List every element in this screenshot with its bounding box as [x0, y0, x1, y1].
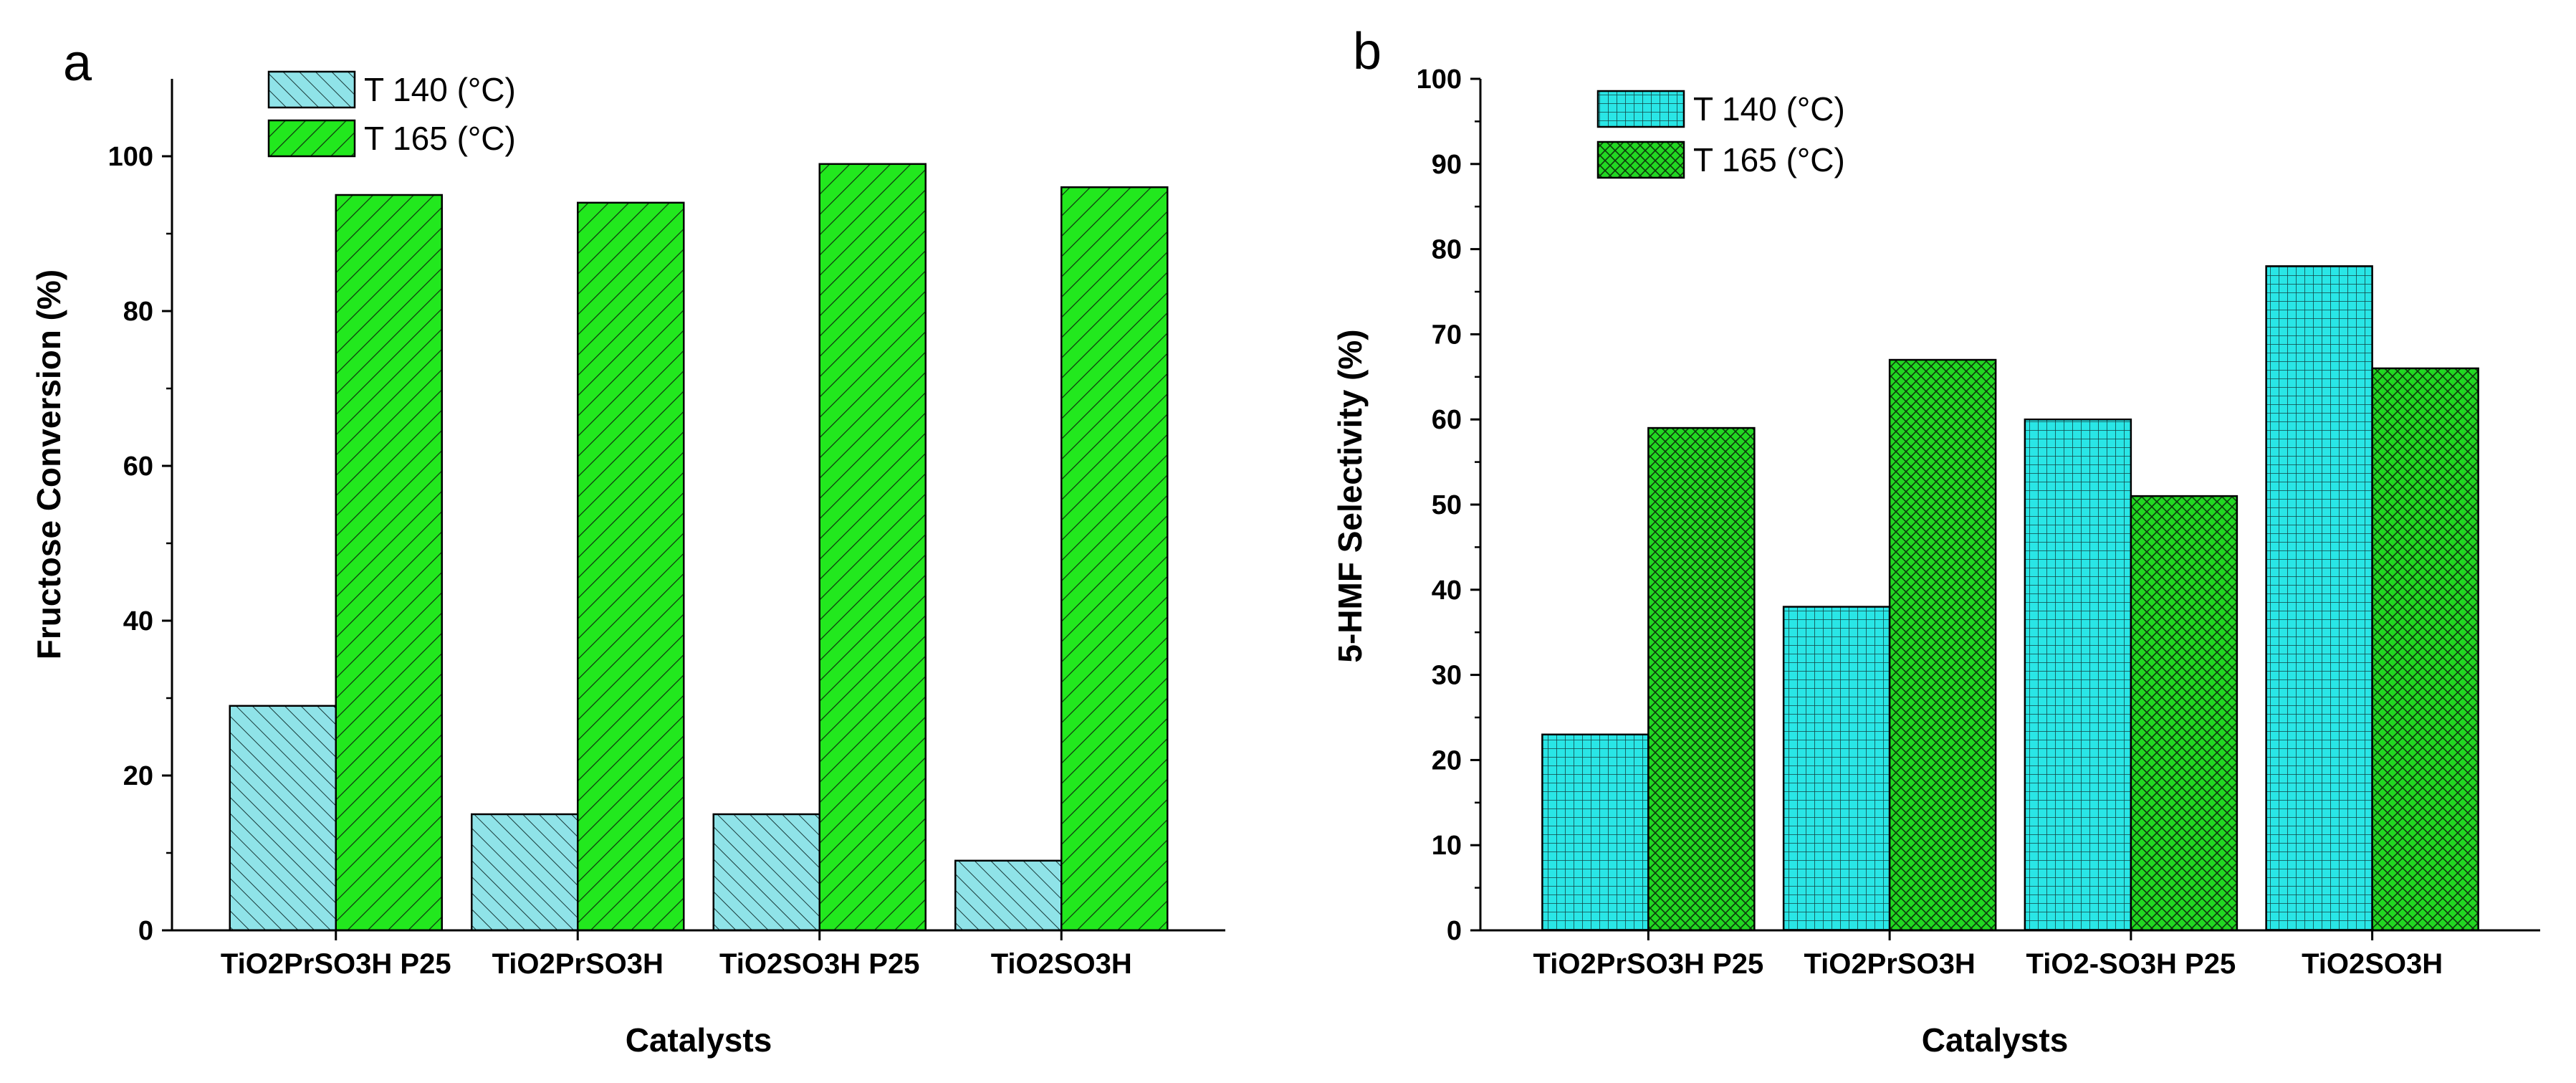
- bar-165-1: [1888, 358, 1997, 932]
- panel-b-y-axis-title: 5-HMF Selectivity (%): [1331, 329, 1369, 662]
- bar-165-0: [335, 194, 443, 932]
- y-tick-label: 10: [1432, 831, 1462, 861]
- panel-a-legend: T 140 (°C) T 165 (°C): [267, 70, 516, 158]
- bar-165-3: [2371, 367, 2479, 932]
- panel-a-y-ticks: 0 20 40 60 80 100: [108, 142, 172, 946]
- y-tick-label: 0: [138, 916, 153, 946]
- y-tick-label: 20: [123, 761, 153, 791]
- panel-b-label: b: [1353, 23, 1382, 80]
- bar-140-0: [1541, 733, 1649, 932]
- panel-a-label: a: [63, 34, 92, 92]
- legend-swatch-t140: [1596, 90, 1685, 128]
- panel-b-x-axis-title: Catalysts: [1922, 1021, 2069, 1059]
- bar-165-3: [1060, 186, 1169, 932]
- panel-b-y-ticks: 0 10 20 30 40 50 60 70 80 90 100: [1417, 65, 1480, 946]
- bar-165-0: [1647, 426, 1756, 932]
- y-tick-label: 50: [1432, 490, 1462, 520]
- y-tick-label: 90: [1432, 150, 1462, 180]
- x-category-label: TiO2PrSO3H P25: [1533, 948, 1764, 980]
- y-tick-label: 40: [123, 606, 153, 636]
- x-category-label: TiO2PrSO3H P25: [221, 948, 451, 980]
- panel-b-legend: T 140 (°C) T 165 (°C): [1596, 90, 1845, 179]
- legend-label-t165: T 165 (°C): [364, 120, 516, 157]
- panel-a-category-labels: TiO2PrSO3H P25 TiO2PrSO3H TiO2SO3H P25 TiO2…: [221, 930, 1132, 980]
- bar-140-1: [1782, 606, 1891, 932]
- y-tick-label: 100: [108, 142, 153, 172]
- panel-a-bars: [229, 163, 1169, 932]
- bar-165-1: [577, 201, 685, 932]
- panel-a-axes: [171, 79, 1225, 932]
- legend-label-t140: T 140 (°C): [364, 71, 516, 108]
- y-tick-label: 70: [1432, 320, 1462, 350]
- bar-140-2: [2024, 418, 2132, 932]
- x-category-label: TiO2SO3H: [991, 948, 1132, 980]
- legend-swatch-t140: [267, 70, 356, 109]
- y-tick-label: 0: [1447, 916, 1462, 946]
- bar-140-3: [954, 859, 1063, 932]
- legend-swatch-t165: [1596, 140, 1685, 179]
- bar-165-2: [2130, 495, 2239, 932]
- bar-140-0: [229, 705, 337, 932]
- bar-140-1: [471, 813, 579, 932]
- bar-140-2: [712, 813, 820, 932]
- y-tick-label: 30: [1432, 661, 1462, 691]
- y-tick-label: 80: [1432, 235, 1462, 265]
- bar-140-3: [2265, 265, 2373, 932]
- legend-label-t140: T 140 (°C): [1693, 90, 1845, 128]
- x-category-label: TiO2-SO3H P25: [2026, 948, 2236, 980]
- legend-swatch-t165: [267, 119, 356, 158]
- y-tick-label: 80: [123, 297, 153, 327]
- bar-165-2: [818, 163, 927, 932]
- panel-b-category-labels: TiO2PrSO3H P25 TiO2PrSO3H TiO2-SO3H P25 TiO…: [1533, 930, 2443, 980]
- panel-a-x-axis-title: Catalysts: [626, 1021, 772, 1059]
- panel-b-bars: [1541, 265, 2479, 932]
- y-tick-label: 20: [1432, 745, 1462, 776]
- legend-label-t165: T 165 (°C): [1693, 141, 1845, 178]
- x-category-label: TiO2SO3H P25: [719, 948, 919, 980]
- y-tick-label: 60: [1432, 405, 1462, 435]
- panel-a-y-axis-title: Fructose Conversion (%): [30, 269, 67, 659]
- x-category-label: TiO2SO3H: [2302, 948, 2443, 980]
- x-category-label: TiO2PrSO3H: [1804, 948, 1975, 980]
- y-tick-label: 40: [1432, 576, 1462, 606]
- y-tick-label: 100: [1417, 65, 1462, 95]
- x-category-label: TiO2PrSO3H: [492, 948, 664, 980]
- y-tick-label: 60: [123, 452, 153, 482]
